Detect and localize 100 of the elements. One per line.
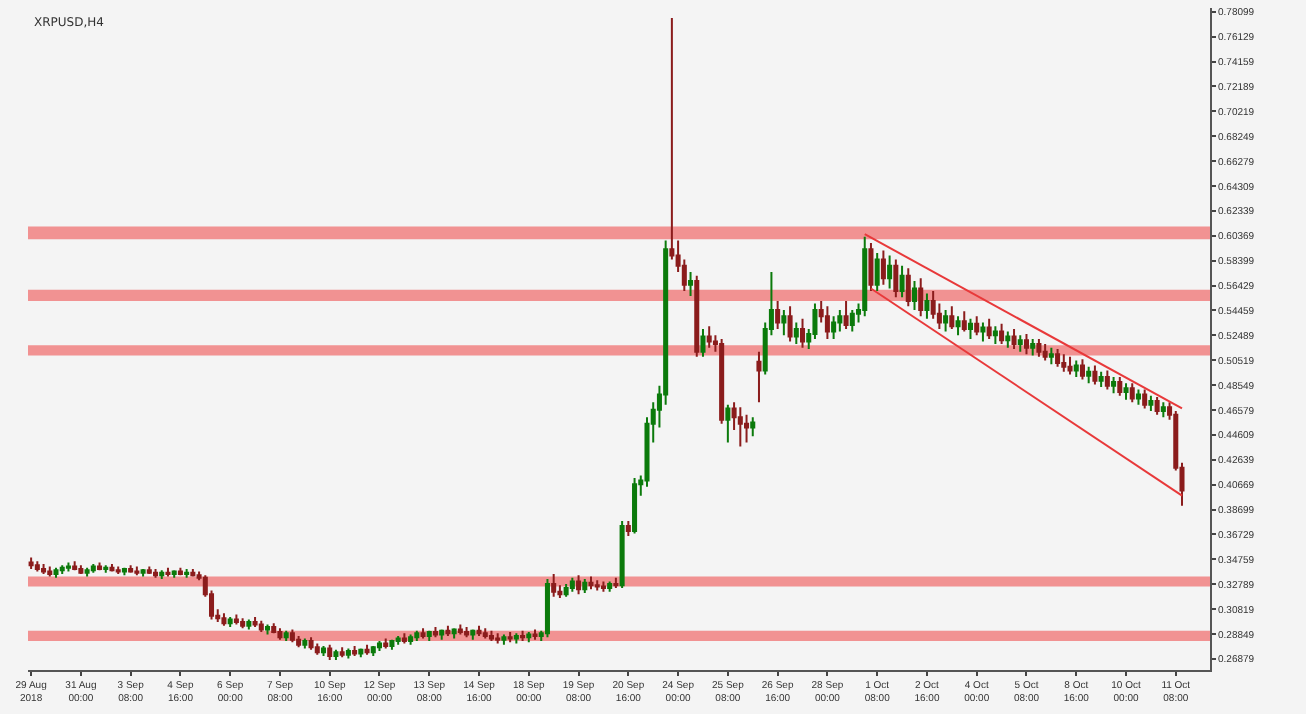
candlestick	[625, 519, 631, 538]
candlestick	[78, 564, 84, 575]
candlestick	[1048, 346, 1054, 366]
candlestick	[880, 249, 886, 286]
candlestick	[750, 416, 756, 438]
candlestick	[289, 628, 295, 644]
candlestick	[177, 566, 183, 577]
candlestick	[296, 634, 302, 649]
candlestick	[1042, 343, 1048, 362]
candlestick	[526, 631, 532, 644]
candlestick	[221, 612, 227, 627]
candlestick	[246, 618, 252, 631]
candlestick	[495, 632, 501, 645]
candlestick	[103, 564, 109, 574]
candlestick	[84, 566, 90, 578]
candlestick	[252, 615, 258, 629]
candlestick	[457, 623, 463, 636]
candlestick	[302, 637, 308, 650]
candlestick	[445, 624, 451, 637]
candlestick	[563, 583, 569, 598]
candlestick	[1036, 338, 1042, 358]
candlestick	[924, 292, 930, 320]
candlestick	[47, 565, 53, 578]
candlestick	[600, 580, 606, 593]
candlestick	[1023, 332, 1029, 356]
candlestick	[837, 308, 843, 333]
candlestick	[1073, 359, 1079, 378]
candlestick	[725, 403, 731, 444]
candlestick	[53, 566, 59, 579]
candlestick	[264, 623, 271, 636]
candlestick	[1079, 358, 1085, 381]
candlestick	[171, 569, 177, 579]
candlestick	[345, 647, 351, 660]
candlestick	[1135, 388, 1141, 406]
candlestick	[1104, 369, 1110, 391]
candlestick	[594, 579, 600, 592]
candlestick	[370, 645, 376, 658]
candlestick	[532, 628, 538, 641]
candlestick	[576, 574, 582, 596]
candlestick	[980, 321, 986, 343]
candlestick	[800, 317, 806, 349]
candlestick	[121, 566, 127, 577]
candlestick	[781, 308, 787, 337]
candlestick	[401, 632, 407, 645]
candlestick	[41, 562, 47, 575]
candlestick	[414, 629, 420, 642]
candlestick	[501, 633, 507, 646]
candlestick	[314, 642, 320, 656]
candlestick	[97, 561, 103, 572]
candlestick	[389, 638, 395, 651]
candlestick	[408, 633, 414, 646]
candlestick	[632, 476, 638, 535]
candlestick	[376, 639, 383, 653]
candlestick	[843, 300, 849, 330]
candlestick	[694, 274, 700, 358]
candlestick	[607, 580, 613, 593]
candlestick	[544, 578, 550, 639]
candlestick	[426, 629, 432, 642]
candlestick	[320, 645, 327, 658]
candlestick	[874, 252, 880, 292]
candlestick	[333, 648, 339, 661]
candlestick	[432, 626, 438, 639]
candlestick	[1011, 327, 1017, 351]
candlestick	[1092, 364, 1098, 386]
candlestick	[339, 646, 345, 659]
candlestick	[1154, 396, 1160, 416]
candlestick	[588, 575, 594, 591]
candlestick	[513, 632, 519, 645]
candlestick	[383, 637, 389, 650]
candlestick	[1005, 330, 1011, 349]
candlestick	[1030, 338, 1036, 357]
candlestick	[420, 627, 426, 640]
candlestick	[227, 615, 233, 629]
candlestick	[128, 564, 134, 574]
candlestick	[507, 631, 513, 644]
candlestick	[569, 576, 575, 593]
candlestick	[1142, 388, 1148, 410]
candlestick	[1086, 365, 1092, 385]
candlestick	[688, 271, 694, 298]
candlestick	[240, 617, 246, 630]
candlestick	[1061, 353, 1067, 373]
candlestick	[955, 315, 961, 337]
candlestick	[899, 264, 905, 299]
candlestick	[756, 350, 762, 404]
candlestick	[233, 613, 239, 626]
candlestick	[1017, 334, 1023, 353]
candlestick	[887, 254, 893, 290]
candlestick	[488, 629, 494, 642]
candlestick	[619, 519, 625, 589]
candlestick	[258, 619, 264, 634]
candlestick	[1117, 375, 1123, 397]
candlestick	[28, 556, 34, 570]
candlestick	[831, 315, 837, 340]
candlestick	[824, 305, 830, 340]
candlestick	[65, 561, 71, 573]
candlestick	[862, 235, 868, 318]
candlestick	[165, 566, 171, 578]
candlestick	[787, 305, 793, 343]
candlestick	[90, 562, 96, 574]
candlestick	[999, 322, 1005, 346]
